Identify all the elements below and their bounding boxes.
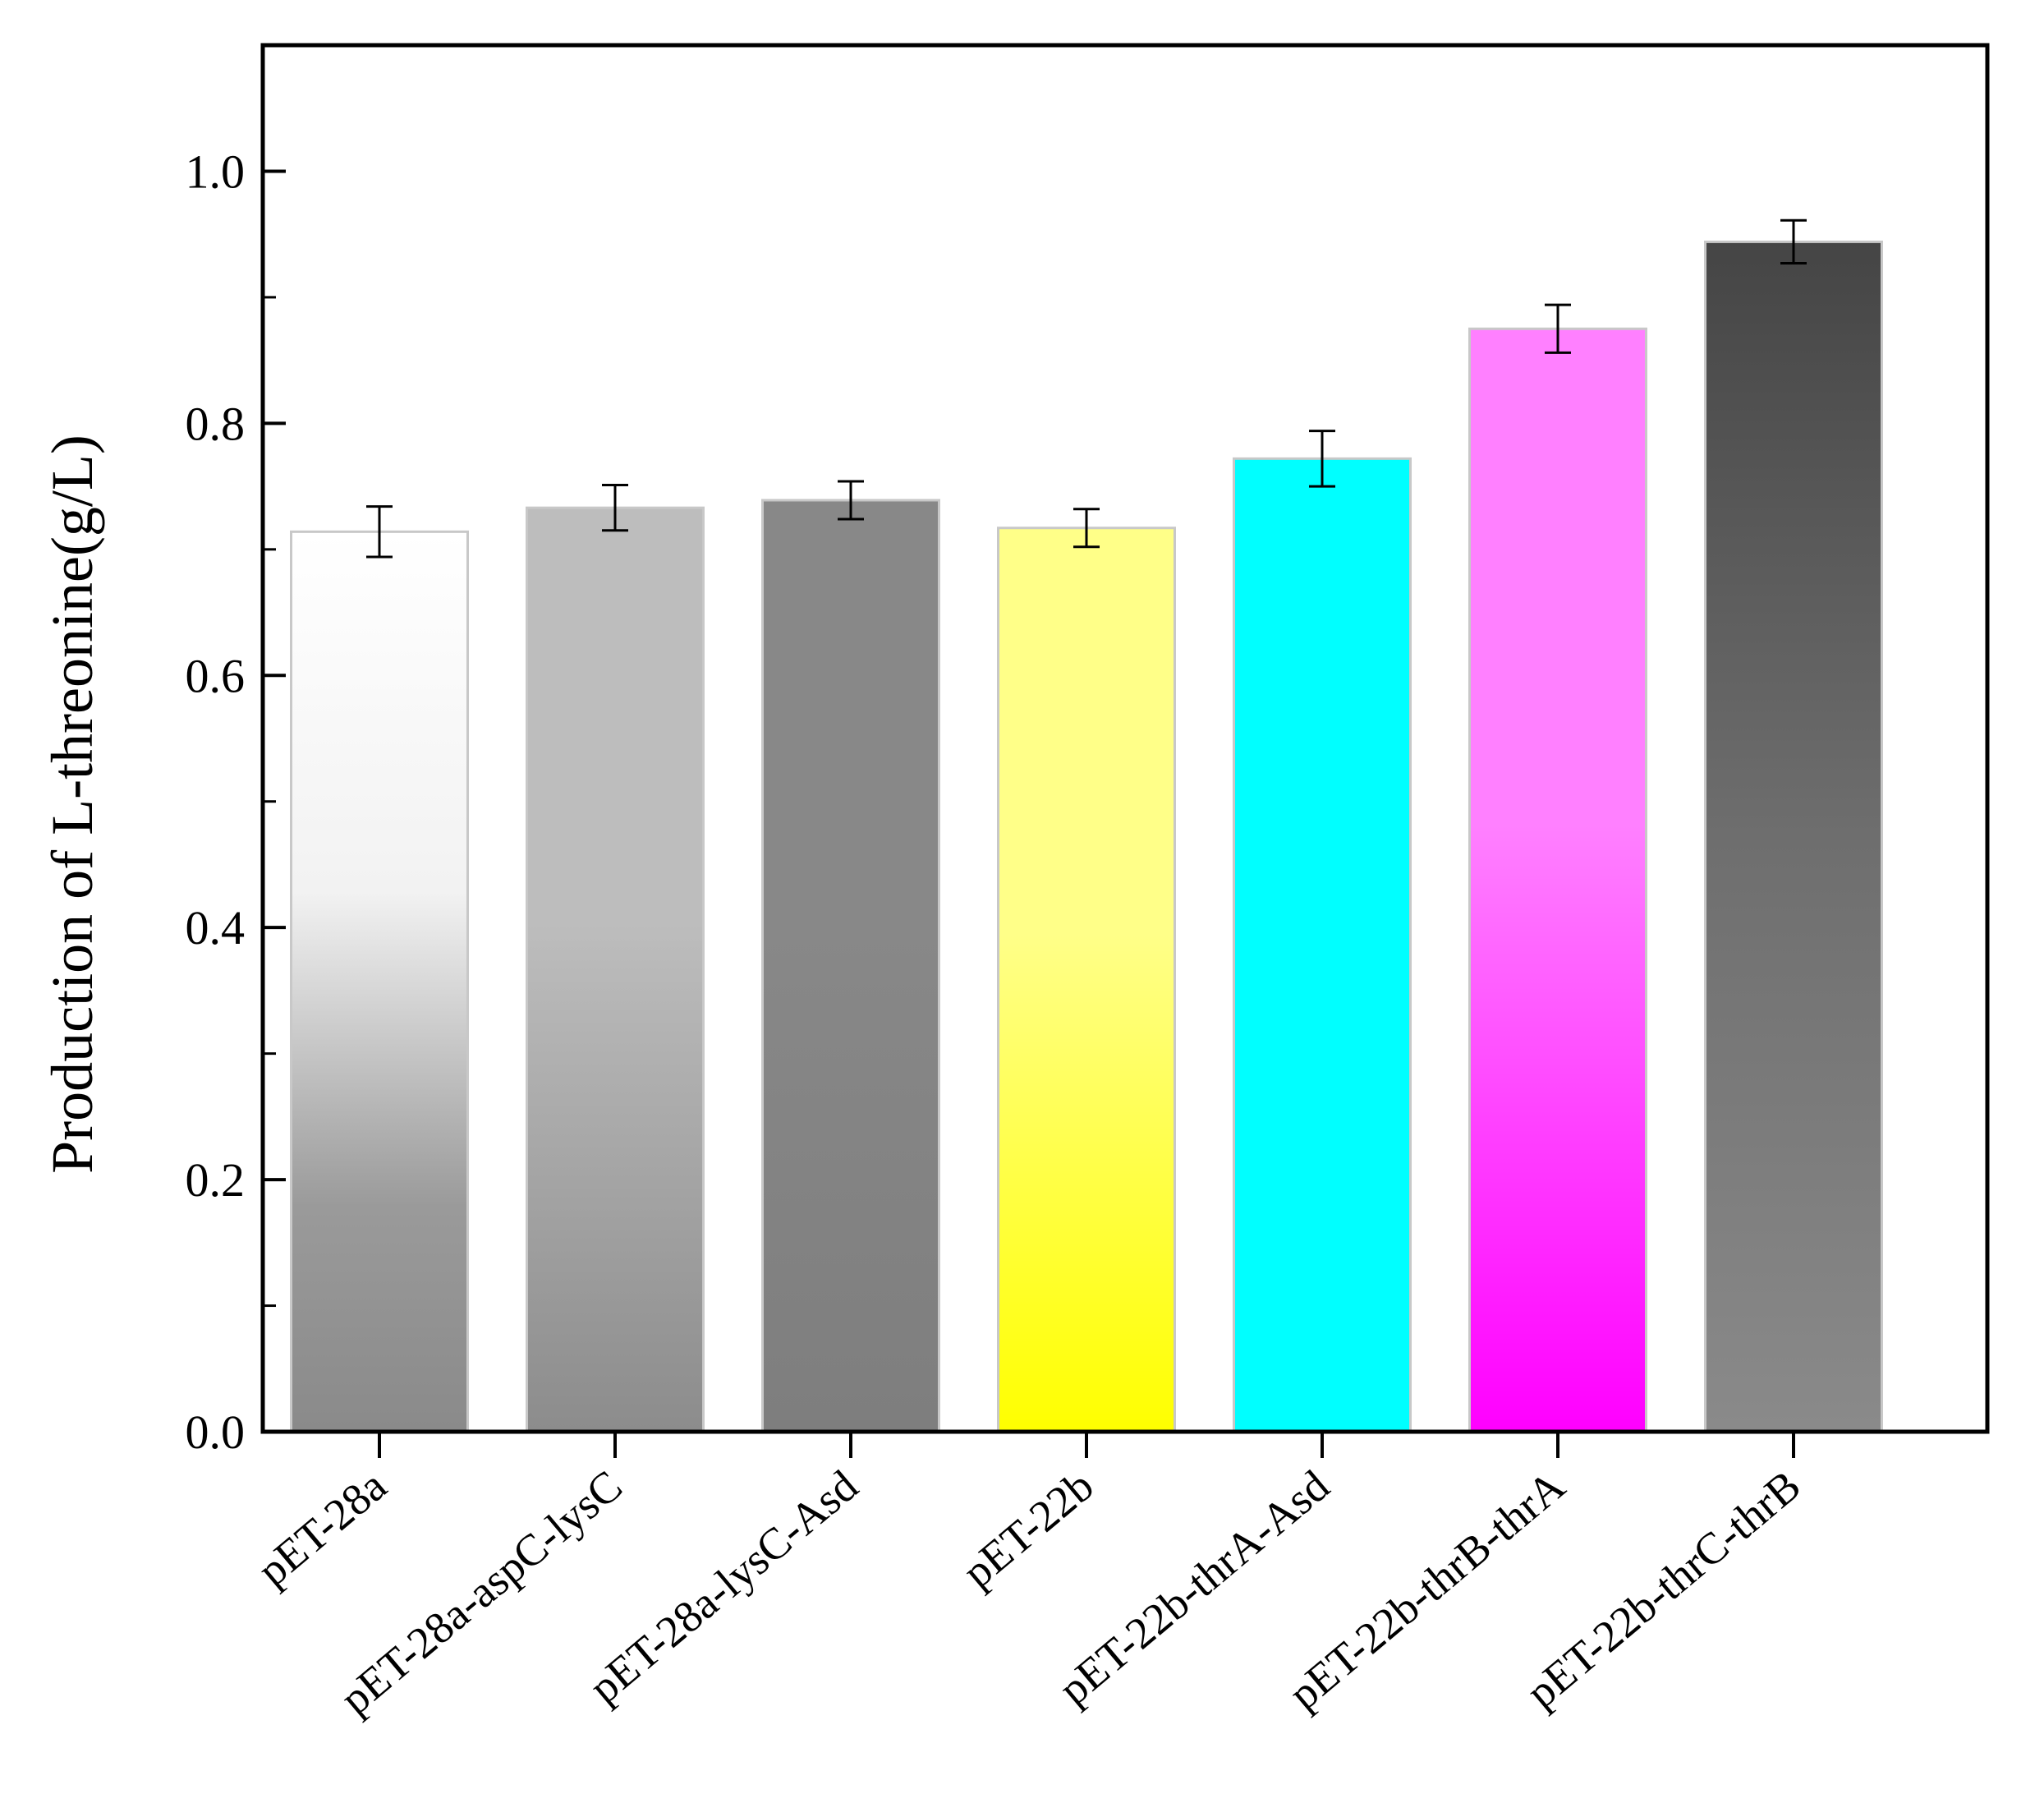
error-bar-pET-28a-lysC-Asd xyxy=(838,480,864,521)
y-tick-label: 0.6 xyxy=(186,649,246,702)
error-bar-pET-28a-aspC-lysC xyxy=(602,484,628,532)
bar-pET-28a xyxy=(290,530,469,1433)
error-bar-pET-22b xyxy=(1073,508,1100,549)
bars-layer xyxy=(290,240,1883,1433)
error-bar-pET-22b-thrB-thrA xyxy=(1545,303,1571,354)
y-tick-label: 0.0 xyxy=(186,1405,246,1459)
bar-pET-22b-thrA-Asd xyxy=(1233,457,1412,1433)
error-bar-pET-22b-thrC-thrB xyxy=(1780,218,1807,264)
error-bar-pET-28a xyxy=(366,505,393,559)
x-tick-label: pET-28a xyxy=(248,1460,396,1595)
error-bars-layer xyxy=(366,218,1807,559)
plot-frame xyxy=(260,43,1990,1434)
y-tick-label: 0.4 xyxy=(186,901,246,954)
bar-pET-22b-thrB-thrA xyxy=(1468,327,1647,1433)
x-tick-label: pET-22b xyxy=(953,1460,1103,1597)
x-axis: pET-28apET-28a-aspC-lysCpET-28a-lysC-Asd… xyxy=(248,1432,1810,1724)
y-axis-title: Production of L-threonine(g/L) xyxy=(39,435,105,1174)
y-tick-label: 0.8 xyxy=(186,397,246,450)
bar-pET-28a-aspC-lysC xyxy=(526,506,705,1433)
y-tick-label: 0.2 xyxy=(186,1153,246,1207)
error-bar-pET-22b-thrA-Asd xyxy=(1309,430,1335,488)
bar-pET-22b xyxy=(997,527,1176,1433)
bar-pET-22b-thrC-thrB xyxy=(1704,240,1883,1433)
y-axis: 0.0 0.2 0.4 0.6 0.8 1.0 xyxy=(186,44,286,1459)
bar-pET-28a-lysC-Asd xyxy=(761,499,940,1433)
y-tick-label: 1.0 xyxy=(186,145,246,198)
